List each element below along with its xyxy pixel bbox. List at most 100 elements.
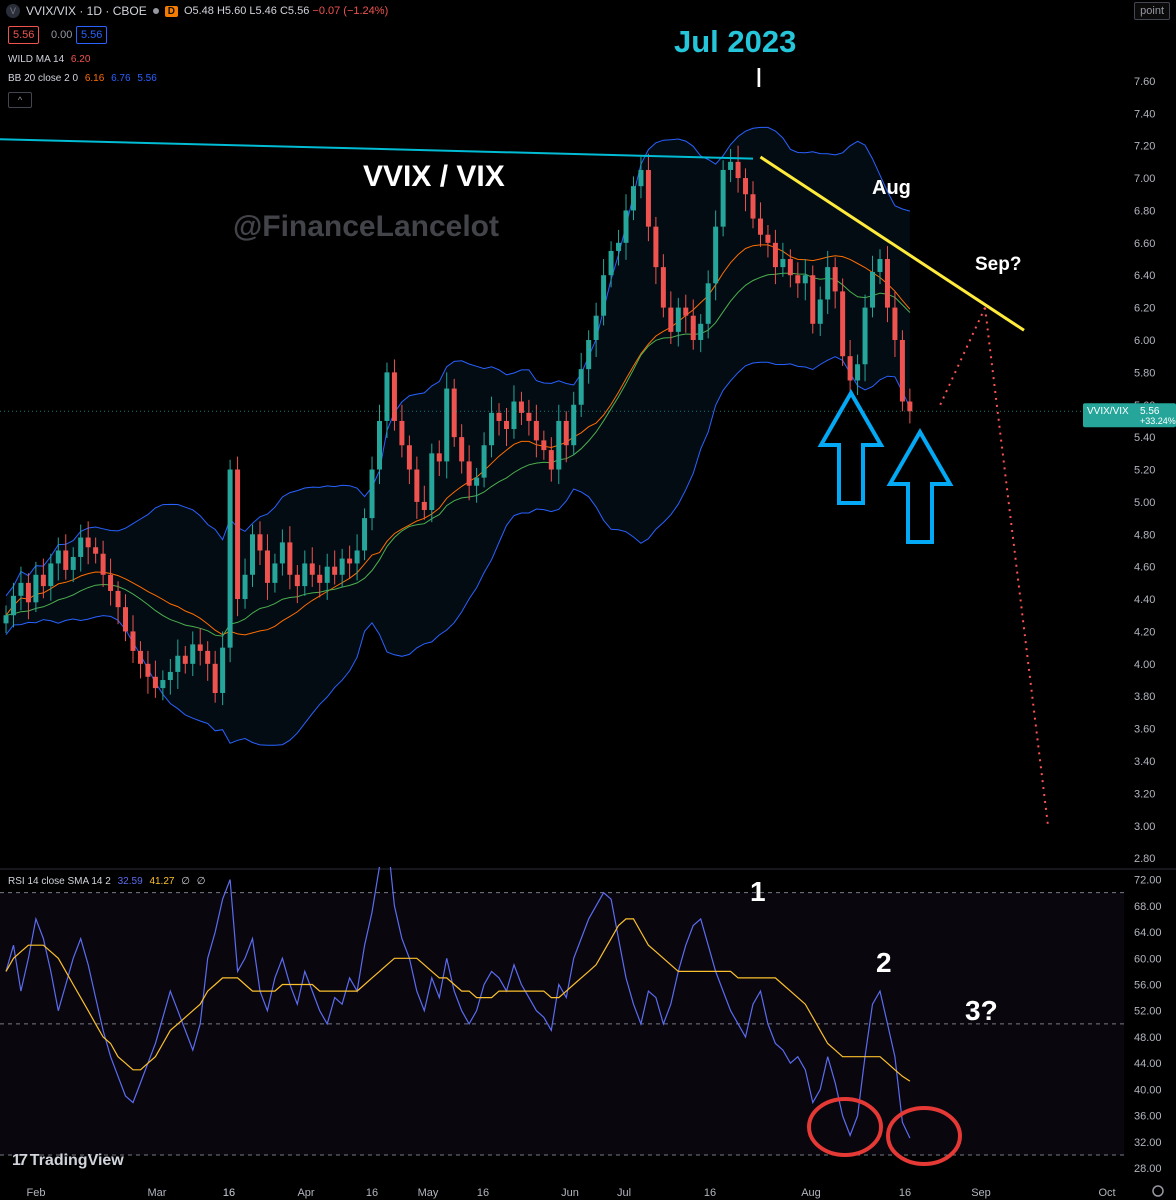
candle [840,278,846,366]
rsi-axis-tick: 72.00 [1134,875,1162,887]
rsi-na-1: ∅ [181,876,190,887]
time-axis-tick: 16 [223,1187,235,1199]
price-tag-value: 5.56 [1140,406,1160,417]
jul-2023-label: Jul 2023 [674,24,796,59]
rsi-legend[interactable]: RSI 14 close SMA 14 2 32.59 41.27 ∅ ∅ [8,876,205,887]
candle-body [272,563,278,583]
point-button[interactable]: point [1134,2,1170,20]
price-tag-change: +33.24% [1140,416,1176,426]
candle [593,302,599,357]
candle-body [309,563,315,575]
candle-body [817,299,823,324]
candle-body [556,420,562,470]
candle-body [877,259,883,272]
price-axis-tick: 4.80 [1134,529,1155,541]
candle-body [160,680,166,689]
spread-value: 0.00 [51,29,73,41]
candle-body [907,401,913,412]
candle-body [720,169,726,227]
candle [377,404,382,485]
candle [780,242,786,277]
candle [743,168,749,212]
candle [638,157,644,199]
candle [899,330,905,412]
bb-legend[interactable]: BB 20 close 2 0 6.16 6.76 5.56 [8,73,157,84]
buy-price-button[interactable]: 5.56 [76,26,108,44]
candle-body [287,542,293,575]
candle-body [541,440,547,451]
rsi-peak-1-label: 1 [750,876,766,907]
candle [683,294,689,333]
rsi-axis-tick: 48.00 [1134,1032,1162,1044]
candle [705,270,711,339]
up-arrow-2 [886,427,954,544]
candle [324,553,330,600]
candle [698,314,704,353]
candle-body [152,676,158,689]
candle-body [593,315,599,340]
sell-price-button[interactable]: 5.56 [8,26,40,44]
candle [212,650,218,703]
rsi-circle-1 [807,1097,883,1157]
candle [601,259,607,326]
candle-body [414,469,420,502]
price-axis-tick: 6.20 [1134,303,1155,315]
price-axis-tick: 5.80 [1134,367,1155,379]
candle [205,641,211,681]
candle [541,430,547,460]
candle-body [668,307,674,332]
symbol-title[interactable]: VVIX/VIX · 1D · CBOE [26,4,147,18]
price-axis-tick: 5.00 [1134,497,1155,509]
candle [399,404,405,458]
candle-body [459,437,465,462]
settings-gear-icon[interactable] [1152,1185,1164,1197]
candle-body [175,655,181,672]
candle-body [212,663,218,693]
candle [608,241,614,288]
candle-body [406,445,412,470]
candle [556,404,562,485]
price-axis-tick: 3.00 [1134,821,1155,833]
wild-ma-legend[interactable]: WILD MA 14 6.20 [8,54,90,65]
candle-body [660,267,666,308]
ohlc-close: C5.56 [279,5,310,17]
candles [3,145,913,706]
candle-body [750,194,756,219]
rsi-axis-tick: 56.00 [1134,980,1162,992]
candle [616,229,622,266]
candle [414,456,420,519]
candle-body [391,372,397,421]
bb-label: BB 20 close 2 0 [8,73,79,84]
candle-body [899,339,905,402]
candle [197,628,203,666]
candle-body [481,445,487,478]
candle [548,437,554,482]
rsi-axis-tick: 40.00 [1134,1084,1162,1096]
candle-body [384,372,390,421]
time-axis-tick: 16 [223,1187,235,1199]
candle [33,561,39,613]
candle [264,534,270,600]
price-axis-tick: 4.40 [1134,594,1155,606]
wild-ma-label: WILD MA 14 [8,54,65,65]
tradingview-logo[interactable]: 17 TradingView [12,1152,124,1170]
candle-body [870,271,876,308]
candle [100,540,106,587]
candle-body [167,671,173,681]
candle [511,385,517,439]
rsi-sma-value: 41.27 [149,876,175,887]
rsi-axis-tick: 32.00 [1134,1137,1162,1149]
price-axis-tick: 4.20 [1134,626,1155,638]
candle [675,297,681,347]
candle [167,658,173,695]
candle [474,467,480,503]
candle-body [645,169,651,227]
collapse-legend-chevron-up-icon[interactable]: ^ [8,92,32,108]
candle-body [182,655,188,664]
candle-body [3,615,9,624]
candle [93,537,99,564]
jul-tick-mark: I [755,62,763,93]
price-axis-tick: 2.80 [1134,853,1155,865]
candle [623,194,629,260]
